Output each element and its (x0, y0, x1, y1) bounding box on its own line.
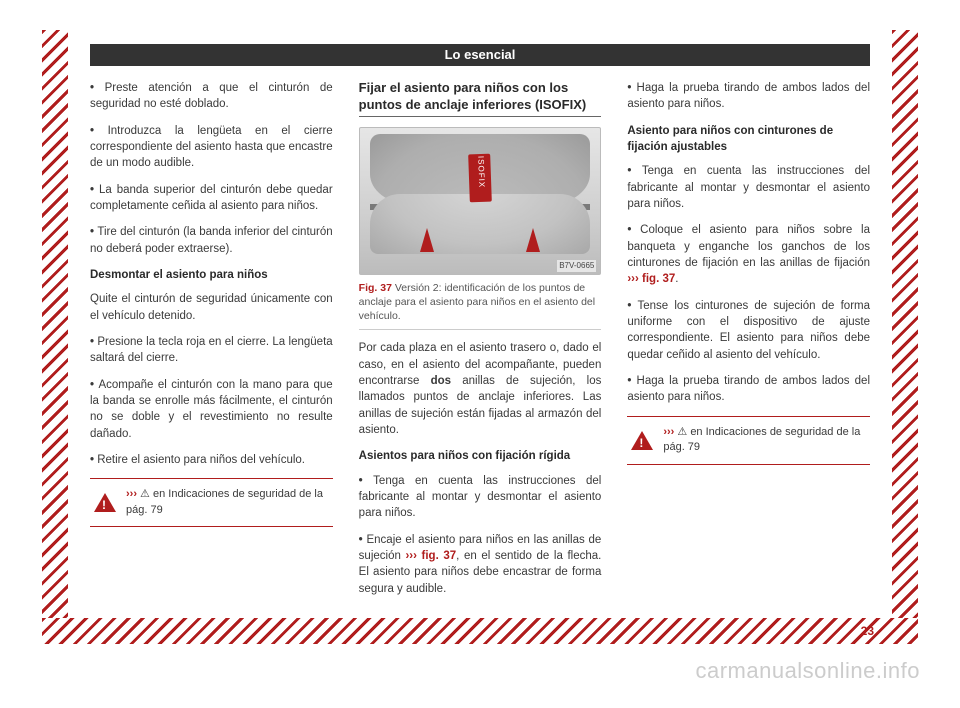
c2-p2: Tenga en cuenta las instrucciones del fa… (359, 473, 602, 522)
c2-p3-ref: ››› fig. 37 (405, 550, 456, 562)
c1-p5: Quite el cinturón de seguridad únicament… (90, 291, 333, 324)
warning-text-2: ››› ⚠ en Indicaciones de seguridad de la… (663, 425, 866, 456)
column-2: Fijar el asiento para niños con los punt… (359, 80, 602, 607)
figure-37-caption: Fig. 37 Versión 2: identificación de los… (359, 281, 602, 331)
c3-p2: Tenga en cuenta las instrucciones del fa… (627, 163, 870, 212)
c3-p3: Coloque el asiento para niños sobre la b… (627, 222, 870, 287)
c3-p4: Tense los cinturones de sujeción de form… (627, 298, 870, 363)
stripe-left (42, 30, 68, 618)
c1-p6: Presione la tecla roja en el cierre. La … (90, 334, 333, 367)
warn1-lead: ››› (126, 488, 137, 500)
c1-p8: Retire el asiento para niños del vehícul… (90, 452, 333, 468)
warn2-rest: ⚠ en Indicaciones de seguridad de la pág… (663, 426, 860, 454)
warning-box-1: ››› ⚠ en Indicaciones de seguridad de la… (90, 478, 333, 527)
image-code: B7V-0665 (557, 260, 596, 271)
column-3: Haga la prueba tirando de ambos lados de… (627, 80, 870, 607)
c1-heading-remove: Desmontar el asiento para niños (90, 267, 333, 283)
c2-p1b: dos (431, 375, 451, 387)
warning-triangle-icon (631, 431, 653, 450)
c1-p4: Tire del cinturón (la banda inferior del… (90, 224, 333, 257)
anchor-arrow-left-icon (420, 228, 434, 252)
watermark: carmanualsonline.info (695, 658, 920, 684)
c2-p3: Encaje el asiento para niños en las anil… (359, 532, 602, 597)
stripe-right (892, 30, 918, 618)
content-area: Lo esencial Preste atención a que el cin… (68, 30, 892, 618)
c2-p1: Por cada plaza en el asiento trasero o, … (359, 340, 602, 438)
column-1: Preste atención a que el cinturón de seg… (90, 80, 333, 607)
seat-base-shape (370, 194, 591, 254)
c3-p1: Haga la prueba tirando de ambos lados de… (627, 80, 870, 113)
warn1-rest: ⚠ en Indicaciones de seguridad de la pág… (126, 488, 323, 516)
columns: Preste atención a que el cinturón de seg… (90, 80, 870, 607)
c3-heading-adjustable: Asiento para niños con cinturones de fij… (627, 123, 870, 156)
c2-heading-rigid: Asientos para niños con fijación rígida (359, 448, 602, 464)
page: Lo esencial Preste atención a que el cin… (0, 0, 960, 708)
c1-p1: Preste atención a que el cinturón de seg… (90, 80, 333, 113)
c1-p2: Introduzca la lengüeta en el cierre corr… (90, 123, 333, 172)
c3-p3b: . (675, 273, 678, 285)
c1-p7: Acompañe el cinturón con la mano para qu… (90, 377, 333, 442)
isofix-label: ISOFIX (468, 153, 492, 202)
c2-title: Fijar el asiento para niños con los punt… (359, 80, 602, 117)
warning-triangle-icon (94, 493, 116, 512)
warning-box-2: ››› ⚠ en Indicaciones de seguridad de la… (627, 416, 870, 465)
stripe-bottom (42, 618, 918, 644)
caption-fig-label: Fig. 37 (359, 282, 392, 294)
anchor-arrow-right-icon (526, 228, 540, 252)
warn2-lead: ››› (663, 426, 674, 438)
page-number: 23 (861, 624, 874, 638)
page-title: Lo esencial (90, 44, 870, 66)
c3-p3a: Coloque el asiento para niños sobre la b… (627, 224, 870, 269)
warning-text-1: ››› ⚠ en Indicaciones de seguridad de la… (126, 487, 329, 518)
c3-p3-ref: ››› fig. 37 (627, 273, 675, 285)
c3-p5: Haga la prueba tirando de ambos lados de… (627, 373, 870, 406)
caption-rest: Versión 2: identificación de los puntos … (359, 282, 595, 322)
figure-37-image: ISOFIX B7V-0665 (359, 127, 602, 275)
c1-p3: La banda superior del cinturón debe qued… (90, 182, 333, 215)
